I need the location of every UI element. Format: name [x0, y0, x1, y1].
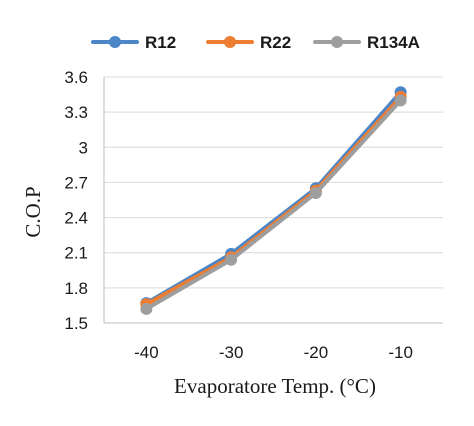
axes [103, 77, 443, 324]
gridlines [104, 76, 443, 289]
x-tick-labels: -40 -30 -20 -10 [134, 343, 413, 362]
legend-swatch-marker [331, 36, 343, 48]
data-point-r134a [309, 186, 322, 199]
series-line-r134a [144, 98, 403, 311]
y-tick-label: 2.1 [64, 244, 88, 263]
series-line-r12 [144, 90, 403, 306]
legend-swatch-marker [224, 36, 236, 48]
legend-swatch-marker [109, 36, 121, 48]
y-tick-labels: 1.5 1.8 2.1 2.4 2.7 3 3.3 3.6 [64, 68, 88, 333]
data-point-r134a [140, 302, 153, 315]
series-line-r22 [144, 94, 403, 307]
y-tick-label: 1.5 [64, 314, 88, 333]
y-tick-label: 3.3 [64, 103, 88, 122]
y-tick-label: 2.7 [64, 173, 88, 192]
x-tick-label: -30 [219, 343, 244, 362]
legend-label: R12 [145, 33, 176, 52]
y-tick-label: 2.4 [64, 209, 88, 228]
y-tick-label: 3.6 [64, 68, 88, 87]
legend-label: R22 [260, 33, 291, 52]
x-tick-label: -40 [134, 343, 159, 362]
y-axis-title: C.O.P [21, 186, 45, 237]
x-tick-label: -10 [388, 343, 413, 362]
data-point-r134a [225, 253, 238, 266]
x-axis-title: Evaporatore Temp. (°C) [174, 374, 376, 398]
legend: R12 R22 R134A [91, 33, 420, 52]
series-lines [140, 86, 407, 315]
legend-label: R134A [367, 33, 420, 52]
y-tick-label: 1.8 [64, 279, 88, 298]
x-tick-label: -20 [304, 343, 329, 362]
data-point-r134a [394, 94, 407, 107]
y-tick-label: 3 [79, 138, 88, 157]
